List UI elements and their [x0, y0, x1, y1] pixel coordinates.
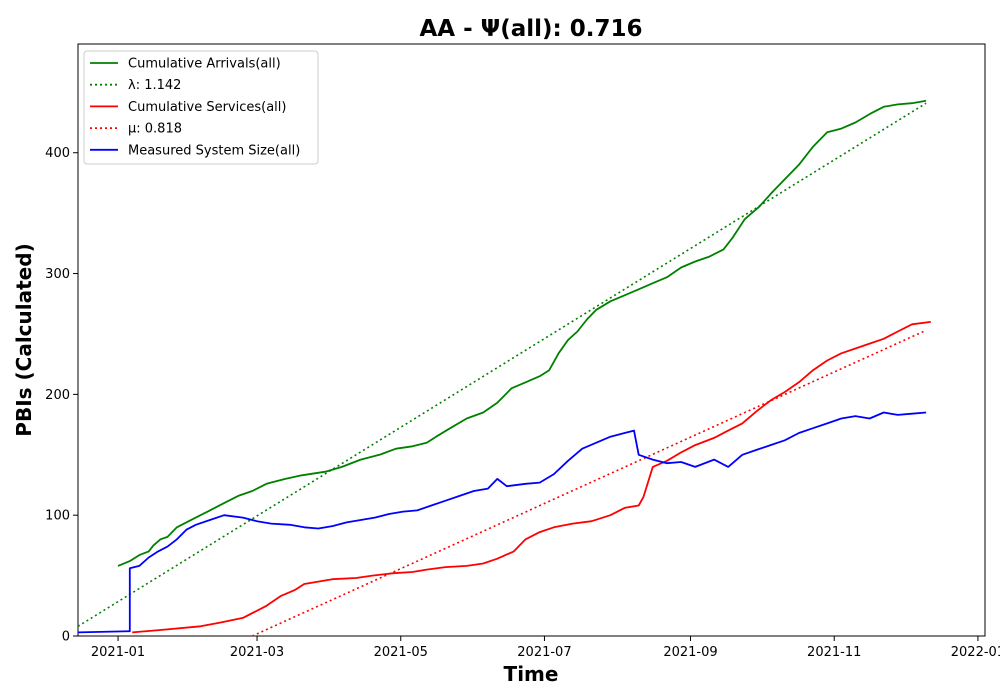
x-axis-label: Time [504, 662, 559, 686]
plot-area [77, 43, 986, 637]
series-lambda [77, 102, 927, 627]
x-tick-label: 2021-11 [807, 645, 861, 660]
x-tick-label: 2021-09 [663, 645, 717, 660]
y-tick-label: 100 [45, 509, 70, 524]
x-tick-label: 2021-05 [374, 645, 428, 660]
legend: Cumulative Arrivals(all) λ: 1.142 Cumulati… [83, 50, 319, 165]
y-tick-label: 400 [45, 146, 70, 161]
legend-label: Cumulative Arrivals(all) [128, 57, 281, 72]
x-tick-label: 2021-07 [517, 645, 571, 660]
y-tick-label: 200 [45, 388, 70, 403]
y-tick-label: 0 [62, 630, 70, 645]
y-axis: 0 100 200 300 400 [45, 146, 78, 645]
x-tick-label: 2021-01 [91, 645, 145, 660]
series-layer [77, 99, 931, 637]
legend-entries: Cumulative Arrivals(all) λ: 1.142 Cumulati… [90, 57, 300, 158]
x-tick-label: 2021-03 [230, 645, 284, 660]
chart-title: AA - Ψ(all): 0.716 [420, 16, 643, 42]
y-tick-label: 300 [45, 267, 70, 282]
legend-label: μ: 0.818 [128, 122, 182, 137]
legend-box [83, 50, 319, 165]
series-services [132, 321, 931, 634]
series-arrivals [117, 99, 927, 567]
y-axis-label: PBIs (Calculated) [12, 243, 36, 436]
series-mu [251, 329, 927, 637]
x-axis: 2021-01 2021-03 2021-05 2021-07 2021-09 2021-… [91, 636, 1000, 660]
legend-label: Cumulative Services(all) [128, 100, 286, 115]
legend-label: Measured System Size(all) [128, 143, 300, 158]
series-size [77, 411, 927, 634]
legend-label: λ: 1.142 [128, 78, 181, 93]
x-tick-label: 2022-01 [951, 645, 1000, 660]
